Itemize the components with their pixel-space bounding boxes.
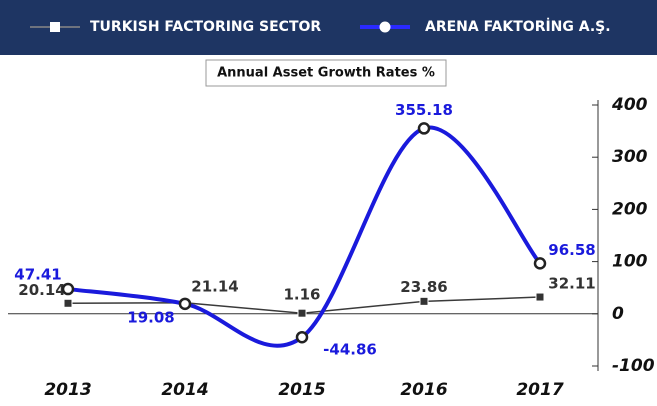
data-label: 1.16 <box>283 286 320 304</box>
x-tick-label: 2014 <box>161 380 208 400</box>
data-label: 19.08 <box>127 308 174 326</box>
legend-marker <box>379 21 391 33</box>
data-label: 355.18 <box>395 101 453 119</box>
point <box>535 292 545 302</box>
title-box <box>205 59 447 87</box>
point <box>295 330 309 344</box>
data-label: 21.14 <box>191 277 238 295</box>
y-tick-label: 100 <box>612 252 648 272</box>
data-label: 23.86 <box>400 278 447 296</box>
data-label: 47.41 <box>14 266 61 284</box>
legend-label: ARENA FAKTORİNG A.Ş. <box>425 18 611 35</box>
data-label: 96.58 <box>548 241 595 259</box>
legend-label: TURKISH FACTORING SECTOR <box>90 19 321 35</box>
y-tick-label: 400 <box>611 95 648 115</box>
y-tick-label: 200 <box>612 199 648 219</box>
point <box>533 257 547 270</box>
data-label: 32.11 <box>548 275 595 293</box>
point <box>297 308 307 318</box>
point <box>419 296 429 306</box>
data-label: -44.86 <box>323 341 377 359</box>
x-tick-label: 2013 <box>44 380 91 400</box>
point <box>178 297 192 311</box>
point <box>61 282 75 296</box>
x-tick-label: 2015 <box>278 380 325 400</box>
point <box>417 122 431 135</box>
y-tick-label: -100 <box>612 356 655 376</box>
x-tick-label: 2016 <box>400 380 447 400</box>
y-tick-label: 300 <box>612 147 648 167</box>
chart-title: Annual Asset Growth Rates % <box>217 66 435 81</box>
x-tick-label: 2017 <box>516 380 563 400</box>
series-line <box>67 125 542 348</box>
legend-marker <box>50 22 60 32</box>
legend-banner <box>0 0 657 55</box>
data-label: 20.14 <box>18 281 65 299</box>
y-tick-label: 0 <box>612 304 624 324</box>
point <box>63 298 73 308</box>
